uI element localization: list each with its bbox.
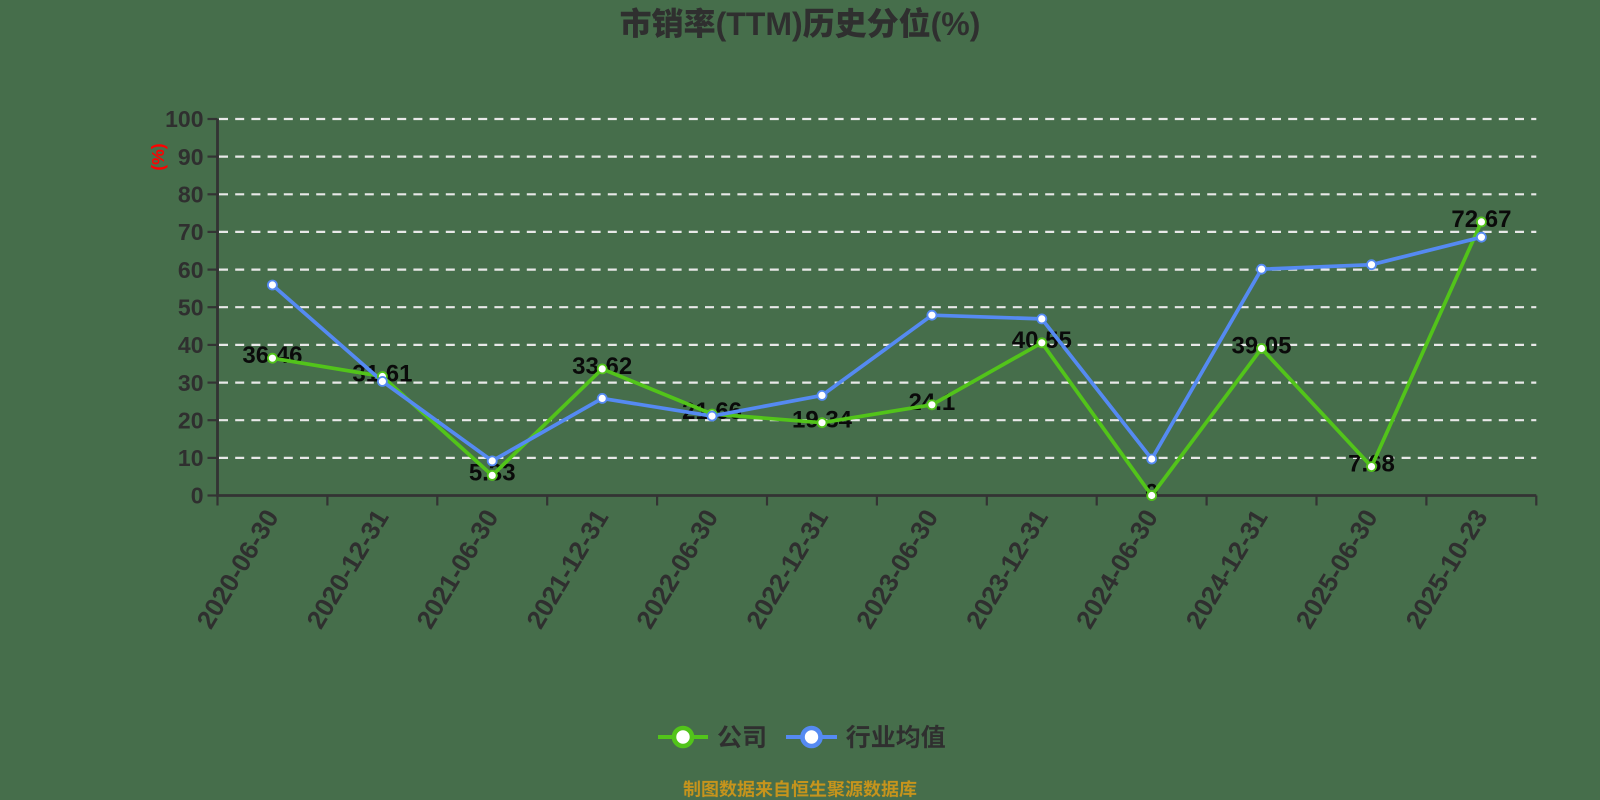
svg-text:70: 70 [178, 219, 204, 245]
svg-text:80: 80 [178, 182, 204, 208]
svg-text:30: 30 [178, 370, 204, 396]
svg-text:20: 20 [178, 407, 204, 433]
svg-text:10: 10 [178, 445, 204, 471]
svg-text:0: 0 [191, 483, 204, 509]
svg-text:60: 60 [178, 257, 204, 283]
svg-text:100: 100 [165, 106, 203, 132]
svg-text:(%): (%) [931, 6, 981, 42]
svg-text:(TTM): (TTM) [716, 6, 803, 42]
svg-text:90: 90 [178, 144, 204, 170]
svg-text:(%): (%) [148, 143, 168, 170]
svg-text:40: 40 [178, 332, 204, 358]
svg-text:50: 50 [178, 294, 204, 320]
